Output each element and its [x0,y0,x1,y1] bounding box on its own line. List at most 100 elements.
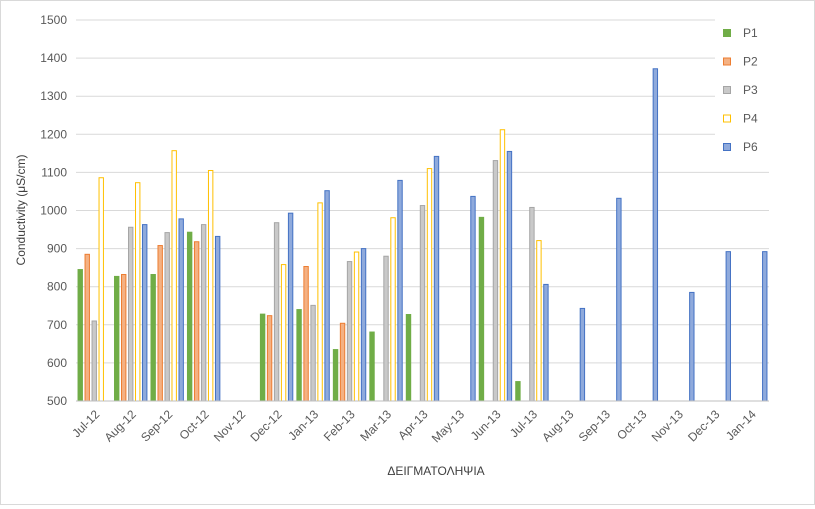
bar-p6-jan-14 [762,251,768,402]
bar-p6-jun-13 [506,150,513,402]
y-tick-label: 1400 [40,51,67,65]
y-tick-label: 900 [47,242,67,256]
legend: P1 P2 P3 P4 P6 [715,17,773,166]
legend-label-p6: P6 [743,140,758,154]
x-tick-label: Jul-12 [69,407,102,440]
bar-p6-aug-13 [579,307,586,402]
bar-p1-feb-13 [332,349,339,402]
bar-p1-aug-12 [114,275,120,402]
y-tick-label: 1300 [40,89,67,103]
bar-p1-jan-13 [296,309,302,402]
bar-p2-feb-13 [339,322,346,402]
x-tick-labels: Jul-12 Aug-12 Sep-12 Oct-12 Nov-12 Dec-12 Jan-… [69,407,759,445]
bar-p1-dec-12 [259,313,266,402]
x-tick-label: Nov-12 [211,407,248,444]
y-tick-label: 600 [47,356,67,370]
bar-p1-jun-13 [478,216,485,402]
bar-p4-dec-12 [280,264,287,402]
bar-p4-mar-13 [390,217,396,402]
x-tick-label: Oct-12 [176,407,212,443]
bar-p1-jul-12 [77,269,83,402]
x-tick-label: Jan-14 [723,407,759,443]
bar-p2-sep-12 [157,245,163,402]
bar-p4-jul-13 [536,240,542,402]
x-tick-label: Aug-13 [539,407,576,444]
bar-p2-dec-12 [266,315,273,402]
bar-p4-aug-12 [135,182,141,402]
legend-swatch-p1 [723,29,731,37]
bar-p4-jan-13 [317,202,323,402]
bar-p2-aug-12 [121,274,127,402]
legend-swatch-p6 [723,143,731,151]
bar-p2-jul-12 [84,253,90,402]
legend-swatch-p2 [723,57,731,66]
x-tick-label: Nov-13 [649,407,686,444]
bar-p3-jan-13 [310,304,316,402]
x-tick-label: Dec-13 [685,407,722,444]
x-tick-label: Sep-13 [576,407,613,444]
bar-p3-sep-12 [164,232,170,402]
bar-p6-aug-12 [142,224,148,402]
y-tick-label: 1200 [40,127,67,141]
bar-p6-jan-13 [324,190,330,402]
bar-p3-oct-12 [200,224,207,402]
bar-p6-oct-12 [214,235,221,402]
bar-p3-jun-13 [492,160,499,402]
x-tick-label: Apr-13 [395,407,431,443]
bar-p4-jul-12 [98,177,104,402]
bars [77,68,768,402]
x-tick-label: Jan-13 [285,407,321,443]
legend-label-p3: P3 [743,83,758,97]
bar-p3-jul-13 [529,206,535,402]
x-tick-label: Dec-12 [247,407,284,444]
bar-p2-jan-13 [303,266,309,402]
legend-label-p2: P2 [743,55,758,69]
y-tick-labels: 500 600 700 800 900 1000 1100 1200 1300 1400 1500 [40,13,67,408]
bar-p1-apr-13 [405,314,412,402]
legend-swatch-p3 [723,86,731,94]
legend-label-p4: P4 [743,112,758,126]
bar-p6-feb-13 [360,248,367,402]
y-tick-label: 1500 [40,13,67,27]
x-axis-label: ΔΕΙΓΜΑΤΟΛΗΨΙΑ [387,464,484,478]
bar-p6-sep-13 [616,197,622,402]
y-tick-label: 1000 [40,204,67,218]
bar-p3-mar-13 [383,255,389,402]
bar-p4-sep-12 [171,150,177,402]
legend-label-p1: P1 [743,26,758,40]
x-tick-label: Jun-13 [468,407,504,443]
y-tick-label: 1100 [41,165,67,179]
x-tick-label: Mar-13 [357,407,394,444]
bar-p1-jul-13 [515,381,521,402]
bar-p6-oct-13 [652,68,659,402]
bar-p2-oct-12 [193,241,200,402]
bar-p3-feb-13 [346,261,353,402]
legend-swatch-p4 [723,114,731,123]
x-tick-label: Oct-13 [614,407,650,443]
bar-p3-jul-12 [91,320,97,402]
y-tick-label: 700 [47,318,67,332]
bar-p6-jul-13 [543,283,549,402]
bar-p6-dec-12 [287,212,294,402]
x-tick-label: May-13 [429,407,467,445]
bar-p4-feb-13 [353,251,360,402]
bar-p3-aug-12 [128,226,134,402]
bar-p4-oct-12 [207,169,214,402]
bar-p6-may-13 [470,195,476,402]
y-axis-label: Conductivity (μS/cm) [14,155,28,266]
bar-p1-sep-12 [150,274,156,402]
bar-p3-apr-13 [419,205,426,402]
bar-p6-sep-12 [178,218,184,402]
y-tick-label: 500 [47,394,67,408]
bar-p3-dec-12 [273,222,280,402]
x-tick-label: Sep-12 [138,407,175,444]
bar-p4-apr-13 [426,168,433,402]
bar-p6-apr-13 [433,155,440,402]
y-tick-label: 800 [47,280,67,294]
x-tick-label: Jul-13 [507,407,540,440]
x-tick-label: Feb-13 [321,407,358,444]
bar-p6-nov-13 [689,291,695,402]
bar-p6-mar-13 [397,179,403,402]
